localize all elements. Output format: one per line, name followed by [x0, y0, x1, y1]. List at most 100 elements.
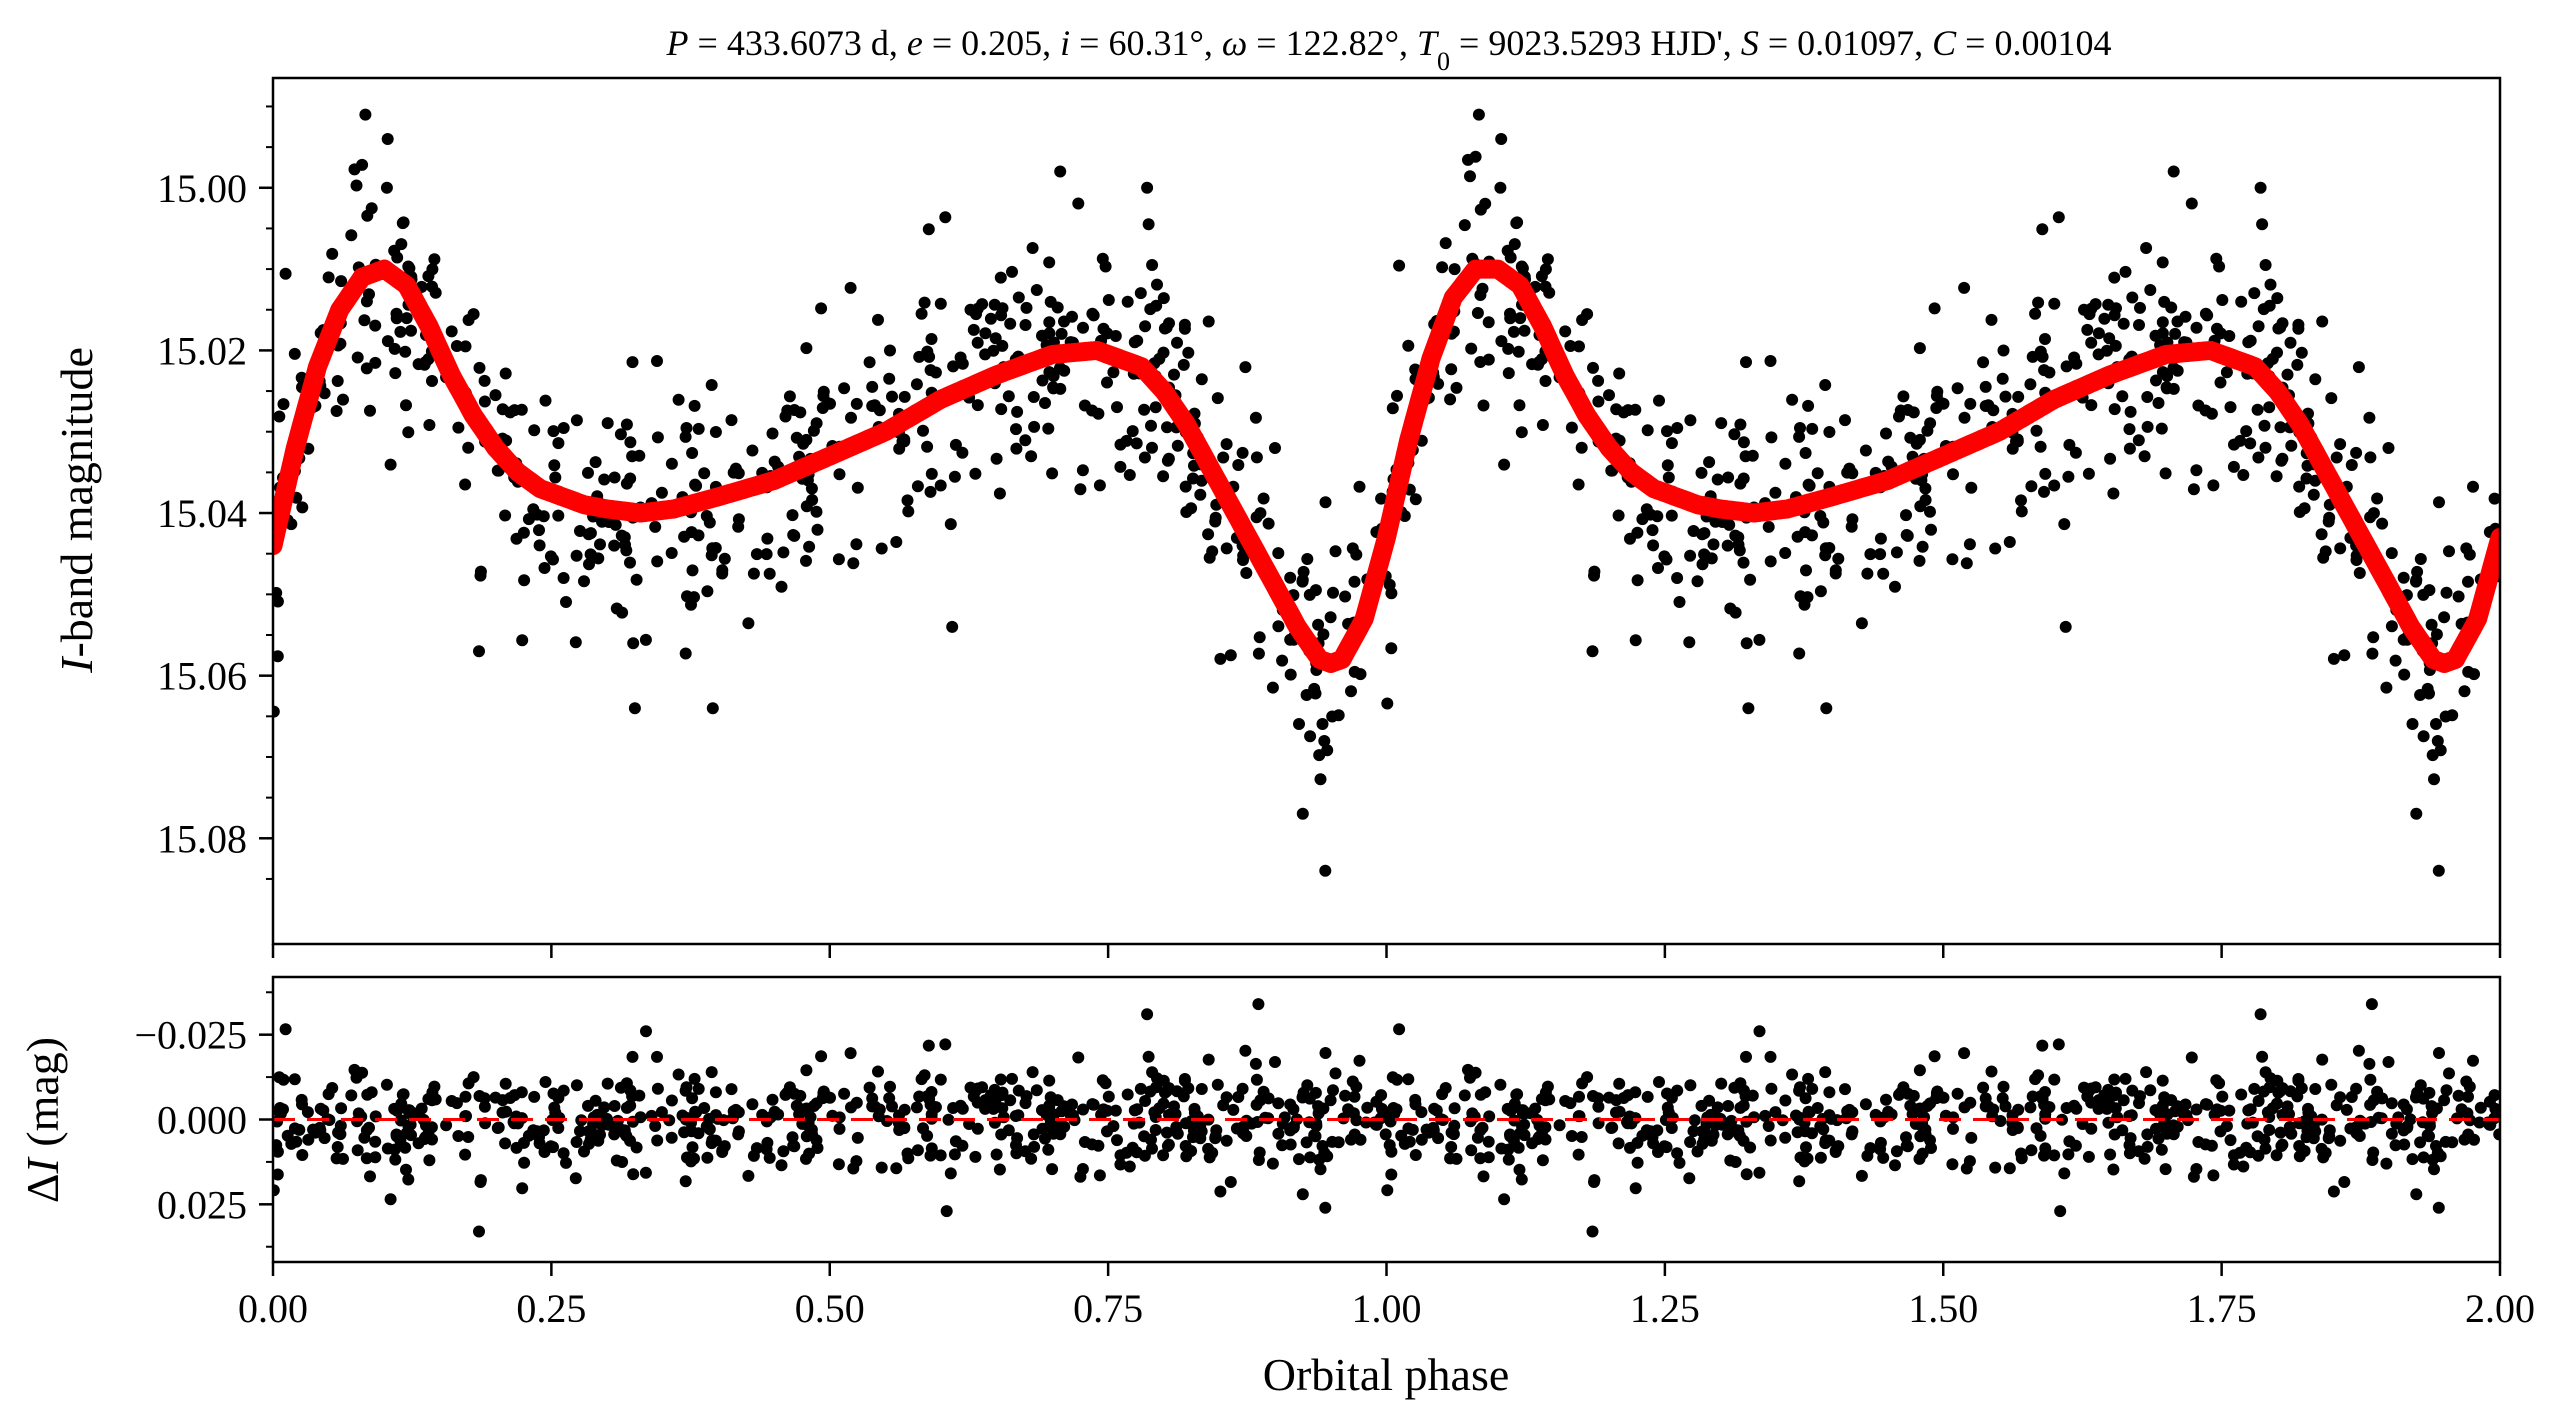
residual-point: [2248, 1082, 2261, 1095]
residual-point: [679, 1175, 692, 1188]
residual-point: [2404, 1113, 2417, 1126]
residual-point: [1919, 1128, 1932, 1141]
residual-point: [539, 1076, 552, 1088]
observation-point: [948, 470, 961, 483]
residual-point: [1753, 1166, 1766, 1179]
residual-point: [639, 1166, 652, 1179]
residual-point: [2380, 1157, 2393, 1170]
residual-point: [2207, 1169, 2220, 1182]
residual-point: [1794, 1081, 1806, 1094]
observation-point: [533, 539, 546, 552]
residual-point: [2098, 1089, 2111, 1101]
observation-point: [1791, 530, 1804, 543]
residual-point: [2493, 1128, 2500, 1141]
observation-point: [1588, 569, 1600, 582]
observation-point: [426, 280, 438, 293]
observation-point: [1541, 253, 1554, 266]
observation-point: [2102, 298, 2115, 311]
residual-point: [492, 1121, 505, 1134]
residual-point: [2161, 1122, 2174, 1135]
residual-point: [2382, 1056, 2395, 1068]
observation-point: [2085, 399, 2098, 412]
observation-point: [688, 399, 701, 412]
residual-point: [2430, 1140, 2442, 1152]
residual-point: [1504, 1130, 1517, 1143]
observation-point: [396, 217, 409, 230]
observation-point: [1515, 426, 1528, 439]
residual-point: [584, 1124, 597, 1137]
observation-point: [1153, 352, 1166, 365]
observation-point: [680, 422, 693, 434]
residual-point: [2227, 1158, 2240, 1171]
residual-point: [2150, 1122, 2162, 1135]
observation-point: [1823, 426, 1836, 438]
observation-point: [1146, 259, 1159, 271]
observation-point: [516, 634, 529, 647]
residual-point: [2291, 1090, 2304, 1103]
x-tick-label: 1.25: [1630, 1286, 1700, 1331]
residual-point: [1276, 1139, 1289, 1152]
observation-point: [1171, 336, 1183, 349]
residual-point: [993, 1163, 1006, 1176]
residual-point: [1502, 1143, 1515, 1156]
observation-point: [2264, 278, 2277, 291]
residual-point: [570, 1079, 583, 1092]
observation-point: [988, 298, 1001, 311]
observation-point: [1671, 422, 1684, 434]
observation-point: [994, 271, 1007, 284]
residual-point: [1047, 1122, 1060, 1135]
observation-point: [1925, 523, 1937, 536]
residual-point: [689, 1105, 702, 1118]
residual-point: [1793, 1113, 1806, 1126]
residual-point: [557, 1147, 570, 1160]
residual-point: [2141, 1128, 2154, 1141]
residual-point: [1445, 1141, 1458, 1153]
observation-point: [1284, 571, 1297, 584]
observation-point: [2452, 590, 2465, 603]
residual-point: [1162, 1138, 1175, 1151]
observation-point: [478, 395, 491, 408]
observation-point: [2270, 470, 2283, 483]
observation-point: [1010, 442, 1023, 455]
observation-point: [1684, 549, 1697, 562]
chart-title-part: = 60.31°,: [1070, 23, 1222, 63]
observation-point: [1753, 633, 1766, 646]
observation-point: [351, 351, 364, 364]
x-tick-label: 2.00: [2465, 1286, 2535, 1331]
observation-point: [1145, 419, 1157, 432]
observation-point: [689, 478, 702, 491]
observation-point: [1232, 459, 1245, 471]
residual-point: [1220, 1091, 1233, 1104]
observation-point: [515, 403, 528, 416]
residual-point: [2474, 1101, 2487, 1114]
observation-point: [2350, 446, 2363, 459]
residual-point: [1121, 1088, 1134, 1101]
observation-point: [1102, 294, 1115, 306]
observation-point: [345, 229, 358, 242]
residual-point: [634, 1111, 647, 1124]
observation-point: [1162, 452, 1175, 465]
residual-point: [1624, 1141, 1636, 1154]
observation-point: [1565, 421, 1578, 434]
residual-point: [921, 1090, 934, 1103]
observation-point: [1324, 611, 1337, 624]
observation-point: [2134, 301, 2146, 314]
residual-point: [2438, 1094, 2451, 1107]
observation-point: [626, 356, 639, 369]
observation-point: [706, 542, 719, 555]
observation-point: [2116, 390, 2129, 403]
observation-point: [1146, 441, 1158, 454]
residual-point: [845, 1101, 857, 1114]
residual-point: [701, 1151, 714, 1164]
residual-point: [2462, 1090, 2474, 1103]
observation-point: [335, 275, 348, 288]
residual-point: [348, 1063, 361, 1076]
observation-point: [1464, 170, 1476, 183]
observation-point: [1913, 554, 1926, 567]
residual-point: [1314, 1163, 1327, 1176]
observation-point: [1253, 631, 1266, 644]
observation-point: [2363, 411, 2376, 424]
observation-point: [1206, 545, 1219, 558]
observation-point: [2319, 545, 2332, 558]
top-panel: 15.00 15.02 15.04 15.06 15.08 I-band magnitu…: [51, 76, 2502, 958]
